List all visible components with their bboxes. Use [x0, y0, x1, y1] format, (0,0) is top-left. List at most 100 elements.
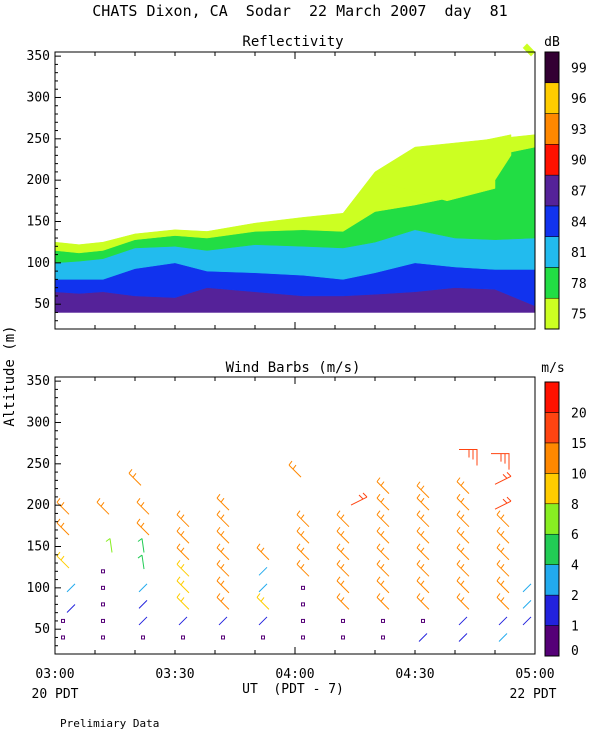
wind-barb	[176, 543, 190, 561]
left-date-label: 20 PDT	[32, 687, 79, 702]
wind-legend-swatch	[544, 503, 560, 535]
wind-barb	[522, 583, 532, 593]
wind-barb-calm	[381, 635, 385, 640]
wind-ytick-label: 300	[27, 415, 50, 430]
wind-legend-swatch	[544, 564, 560, 596]
wind-barb	[56, 497, 70, 515]
wind-barb	[216, 543, 230, 561]
wind-legend-swatch	[544, 381, 560, 413]
wind-barb	[256, 593, 270, 610]
wind-legend-swatch	[544, 594, 560, 626]
wind-barb	[456, 526, 470, 544]
wind-barb	[136, 497, 150, 515]
wind-legend-label: 20	[571, 406, 587, 421]
wind-barb	[336, 510, 350, 528]
wind-barbs-x-axis: 03:00 03:30 04:00 04:30 05:00	[35, 377, 555, 682]
wind-barb-calm	[341, 618, 345, 623]
wind-barb	[491, 453, 510, 470]
wind-barb	[416, 493, 430, 511]
reflectivity-plot-area	[54, 43, 536, 313]
wind-barb	[138, 616, 148, 626]
wind-barb	[288, 460, 302, 478]
wind-ytick-label: 100	[27, 581, 50, 596]
wind-barb-calm	[301, 602, 305, 607]
wind-legend-frame	[544, 381, 560, 657]
wind-barb	[456, 576, 470, 594]
wind-barb	[56, 551, 70, 569]
wind-barb	[296, 560, 310, 577]
reflectivity-legend-title: dB	[544, 35, 560, 50]
wind-legend-swatch	[544, 442, 560, 474]
wind-barb	[336, 543, 350, 561]
wind-barbs-y-axis: 50 100 150 200 250 300 350	[27, 374, 61, 647]
reflectivity-legend-swatch	[544, 297, 560, 330]
wind-barb	[296, 526, 310, 544]
reflectivity-patch-0	[374, 134, 512, 202]
reflectivity-legend-label: 96	[571, 92, 587, 107]
wind-legend-swatch	[544, 412, 560, 444]
wind-barb	[496, 576, 510, 594]
wind-barb	[498, 616, 508, 626]
wind-barb	[456, 510, 470, 528]
wind-barb	[136, 518, 150, 536]
wind-barb	[258, 583, 268, 593]
wind-barb-calm	[181, 635, 185, 640]
reflectivity-legend-label: 78	[571, 277, 587, 292]
wind-barb	[498, 633, 508, 642]
wind-barb	[456, 560, 470, 577]
wind-barb	[336, 560, 350, 577]
reflectivity-ytick-label: 200	[27, 173, 50, 188]
reflectivity-legend-label: 84	[571, 215, 587, 230]
wind-barb	[416, 481, 430, 499]
wind-barb	[416, 543, 430, 561]
wind-barb	[376, 477, 390, 494]
wind-barb	[216, 510, 230, 528]
wind-barb-calm	[101, 618, 105, 623]
wind-barb	[178, 616, 188, 626]
wind-barb	[494, 472, 512, 485]
reflectivity-x-ticks	[54, 52, 536, 329]
wind-barb	[137, 554, 145, 570]
wind-legend-label: 1	[571, 620, 579, 635]
wind-barb	[416, 526, 430, 544]
wind-legend-label: 8	[571, 498, 579, 513]
wind-barb	[176, 593, 190, 610]
wind-barb	[416, 560, 430, 577]
reflectivity-legend-swatch	[544, 267, 560, 299]
wind-barb	[456, 493, 470, 511]
reflectivity-legend-swatch	[544, 236, 560, 268]
reflectivity-title: Reflectivity	[242, 34, 343, 50]
wind-barb	[336, 526, 350, 544]
wind-barb	[350, 492, 368, 506]
wind-ytick-label: 150	[27, 540, 50, 555]
wind-barb	[216, 493, 230, 511]
wind-legend-label: 2	[571, 589, 579, 604]
wind-legend-label: 10	[571, 467, 587, 482]
wind-barb	[56, 518, 70, 536]
wind-legend-title: m/s	[541, 361, 564, 376]
reflectivity-legend: 75 78 81 84 87 90 93 96 99	[544, 51, 587, 330]
wind-barb	[258, 566, 268, 576]
wind-barb	[376, 543, 390, 561]
wind-barb	[496, 543, 510, 561]
wind-barb-calm	[101, 585, 105, 590]
wind-barb	[496, 593, 510, 610]
wind-barb	[418, 633, 428, 642]
reflectivity-y-axis: 50 100 150 200 250 300 350	[27, 49, 61, 322]
reflectivity-ytick-label: 50	[34, 297, 50, 312]
wind-xtick-label: 03:30	[155, 667, 194, 682]
x-axis-label: UT (PDT - 7)	[242, 682, 344, 697]
reflectivity-legend-swatch	[544, 205, 560, 237]
wind-legend-label: 4	[571, 559, 579, 574]
reflectivity-legend-label: 99	[571, 61, 587, 76]
wind-legend-label: 15	[571, 437, 587, 452]
wind-barb	[336, 576, 350, 594]
wind-barb-calm	[301, 635, 305, 640]
wind-barb	[176, 560, 190, 577]
wind-barb	[296, 510, 310, 528]
wind-barb	[216, 576, 230, 594]
wind-barb-calm	[141, 635, 145, 640]
wind-barb	[496, 526, 510, 544]
